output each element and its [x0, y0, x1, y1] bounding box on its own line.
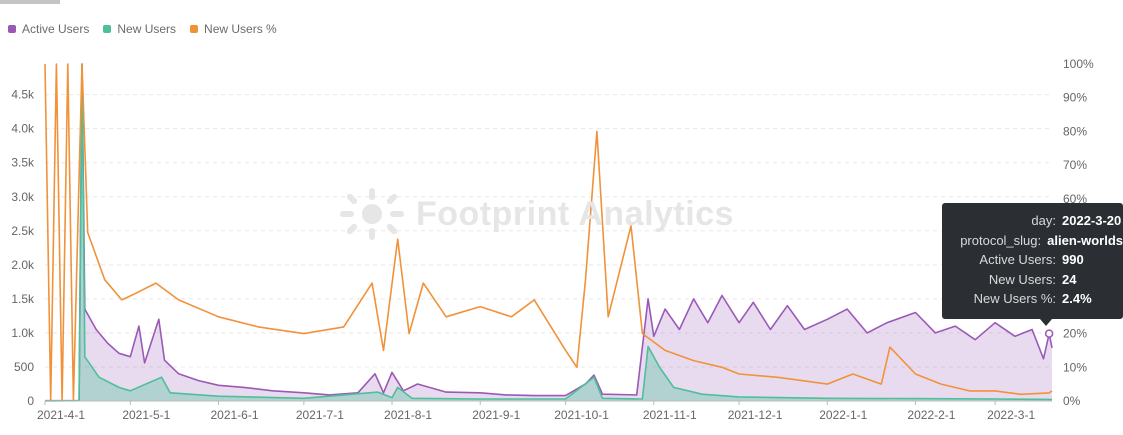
x-tick-label: 2021-4-1: [37, 408, 85, 422]
y-right-tick-label: 0%: [1063, 394, 1081, 408]
chart-hover-marker: [1044, 329, 1054, 338]
tooltip-key-new-users-pct: New Users %:: [973, 291, 1056, 307]
chart-legend: Active Users New Users New Users %: [8, 22, 277, 36]
y-left-tick-label: 2.0k: [11, 258, 35, 272]
tooltip-row-day: day: 2022-3-20: [942, 211, 1123, 231]
chart-axes: 0 500 1.0k 1.5k 2.0k 2.5k 3.0k 3.5k 4.0k 4.5k 0% 10…: [11, 57, 1094, 422]
tooltip-key-protocol: protocol_slug:: [960, 232, 1042, 248]
tooltip-value-day: 2022-3-20: [1062, 213, 1122, 229]
series-line-new-users-pct: [44, 63, 1053, 402]
x-tick-label: 2022-2-1: [907, 408, 955, 422]
x-tick-label: 2021-7-1: [296, 408, 344, 422]
tooltip-row-new-users-pct: New Users %: 2.4%: [942, 289, 1123, 309]
x-tick-label: 2021-10-1: [554, 408, 609, 422]
y-left-tick-label: 500: [14, 360, 34, 374]
legend-label-new-users-pct: New Users %: [204, 22, 277, 36]
y-right-tick-label: 100%: [1063, 57, 1094, 71]
tooltip-value-protocol: alien-worlds: [1047, 232, 1123, 248]
y-left-tick-label: 2.5k: [11, 224, 35, 238]
legend-swatch-new-users: [103, 25, 112, 33]
x-tick-label: 2021-8-1: [384, 408, 432, 422]
tooltip-arrow: [1040, 319, 1052, 326]
legend-label-active-users: Active Users: [22, 22, 90, 36]
x-tick-label: 2021-12-1: [728, 408, 783, 422]
legend-label-new-users: New Users: [117, 22, 177, 36]
chart-series-areas: [45, 64, 1052, 401]
tooltip-key-day: day:: [1031, 213, 1056, 229]
y-right-tick-label: 80%: [1063, 124, 1087, 138]
y-right-tick-label: 70%: [1063, 158, 1087, 172]
y-left-tick-label: 1.0k: [11, 326, 35, 340]
top-edge-fragment: [0, 0, 60, 4]
legend-swatch-active-users: [8, 25, 16, 33]
y-right-tick-label: 90%: [1063, 91, 1087, 105]
y-left-tick-label: 4.5k: [11, 88, 35, 102]
y-right-tick-label: 10%: [1063, 360, 1087, 374]
chart-series-lines: [44, 63, 1053, 402]
y-left-tick-label: 3.0k: [11, 190, 35, 204]
x-tick-label: 2021-5-1: [122, 408, 170, 422]
legend-item-active-users[interactable]: Active Users: [8, 22, 89, 36]
tooltip-value-active-users: 990: [1062, 252, 1084, 268]
x-tick-label: 2021-11-1: [643, 408, 697, 422]
y-left-tick-label: 4.0k: [11, 122, 35, 136]
y-left-tick-label: 0: [27, 394, 34, 408]
tooltip-row-protocol: protocol_slug: alien-worlds: [942, 231, 1123, 251]
legend-swatch-new-users-pct: [190, 25, 199, 33]
tooltip-value-new-users-pct: 2.4%: [1062, 291, 1092, 307]
x-tick-label: 2022-3-1: [987, 408, 1035, 422]
tooltip-key-new-users: New Users:: [988, 271, 1056, 287]
series-line-active-users: [44, 63, 1053, 402]
series-line-new-users: [44, 63, 1053, 402]
y-right-tick-label: 20%: [1063, 327, 1087, 341]
tooltip-key-active-users: Active Users:: [979, 252, 1056, 268]
tooltip-row-new-users: New Users: 24: [942, 270, 1123, 290]
y-left-tick-label: 1.5k: [11, 292, 35, 306]
legend-item-new-users[interactable]: New Users: [103, 22, 176, 36]
hover-point: [1044, 329, 1054, 338]
x-tick-label: 2021-6-1: [210, 408, 258, 422]
y-left-tick-label: 3.5k: [11, 156, 35, 170]
legend-item-new-users-pct[interactable]: New Users %: [190, 22, 277, 36]
x-tick-label: 2022-1-1: [819, 408, 867, 422]
y-right-tick-label: 60%: [1063, 192, 1087, 206]
tooltip-row-active-users: Active Users: 990: [942, 250, 1123, 270]
tooltip-value-new-users: 24: [1062, 271, 1077, 287]
series-area-active-users: [45, 64, 1052, 401]
chart-tooltip: day: 2022-3-20 protocol_slug: alien-worl…: [942, 203, 1123, 319]
x-tick-label: 2021-9-1: [472, 408, 520, 422]
